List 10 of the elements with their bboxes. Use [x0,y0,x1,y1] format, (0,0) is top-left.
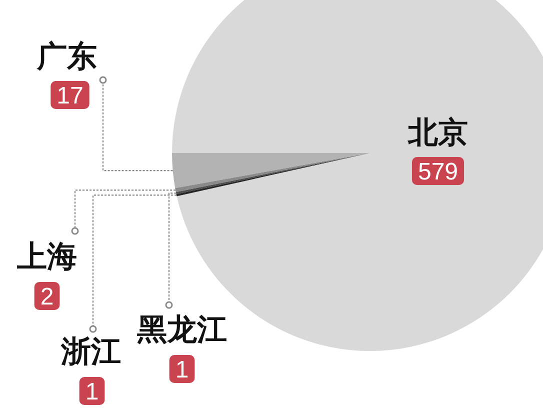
data-label: 1 [85,378,99,406]
slice-label: 浙江 [60,336,121,368]
slice-label: 黑龙江 [137,314,227,346]
slice-label: 北京 [407,116,468,150]
data-label: 579 [418,158,458,186]
slice-label: 广东 [36,40,97,74]
data-label: 17 [56,82,84,110]
data-label: 2 [40,284,54,310]
slice-label: 上海 [16,240,77,274]
data-label: 1 [175,356,189,384]
